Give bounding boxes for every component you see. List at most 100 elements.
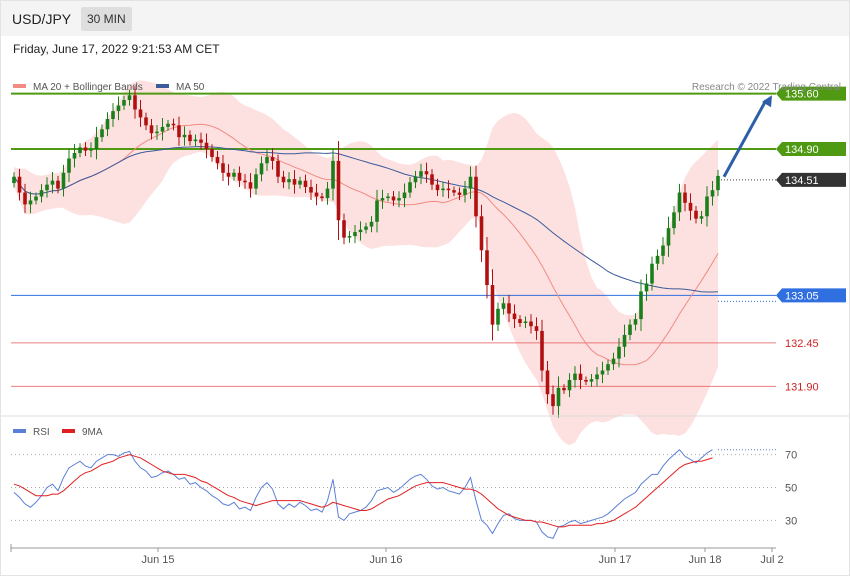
candle-body (358, 229, 363, 233)
candle-body (710, 190, 715, 197)
candle-body (507, 303, 511, 314)
candle-body (276, 160, 280, 177)
candle-body (424, 171, 429, 175)
candle-body (133, 95, 137, 110)
candle-body (78, 147, 82, 153)
legend-swatch (62, 429, 75, 433)
candle-body (397, 198, 401, 201)
candle-body (199, 139, 203, 143)
candle-body (386, 196, 390, 199)
symbol-title: USD/JPY (12, 11, 72, 27)
candle-body (551, 394, 555, 407)
bollinger-band (14, 80, 718, 446)
candle-body (485, 250, 489, 286)
candle-body (617, 346, 621, 359)
candle-body (446, 188, 451, 191)
candle-body (518, 319, 522, 324)
candle-body (600, 370, 605, 375)
candle-body (353, 232, 357, 237)
rsi-ma-line (13, 454, 713, 528)
level-tag (776, 172, 846, 187)
candle-body (380, 198, 385, 201)
candles (12, 86, 720, 418)
timeframe-badge[interactable]: 30 MIN (81, 7, 132, 31)
candle-body (166, 123, 170, 127)
rsi-tick-label: 30 (785, 515, 797, 527)
candle-body (545, 370, 550, 395)
candle-body (243, 180, 247, 183)
candle-body (441, 188, 445, 191)
candle-body (89, 149, 93, 151)
header-bar: USD/JPY 30 MIN (1, 1, 849, 36)
candle-body (287, 179, 291, 183)
candle-body (111, 111, 115, 119)
candle-body (226, 172, 231, 177)
candle-body (127, 95, 132, 101)
x-tick-label: Jul 2 (760, 554, 783, 566)
legend-label: RSI (33, 427, 50, 438)
candle-body (270, 156, 275, 161)
candle-body (100, 129, 104, 138)
candle-body (413, 176, 418, 183)
legend-label: MA 50 (176, 82, 205, 93)
candle-body (254, 174, 258, 189)
candle-body (298, 180, 302, 185)
candle-body (303, 180, 308, 188)
candle-body (61, 172, 66, 189)
ma50-line (13, 146, 719, 293)
candle-body (171, 123, 176, 126)
candle-body (23, 192, 27, 205)
candle-body (479, 216, 484, 251)
candle-body (419, 171, 423, 177)
candle-body (699, 216, 704, 219)
candle-body (540, 330, 544, 371)
x-tick-label: Jun 17 (598, 554, 631, 566)
candle-body (534, 326, 539, 331)
candle-body (210, 149, 214, 157)
candle-body (496, 308, 500, 325)
candle-body (573, 373, 577, 380)
rsi-tick-label: 50 (785, 483, 797, 495)
projection-arrow (722, 99, 768, 178)
candle-body (336, 160, 341, 221)
candle-body (221, 163, 225, 173)
candle-body (430, 174, 434, 185)
candle-body (155, 131, 159, 134)
candle-body (567, 379, 572, 391)
candle-body (694, 210, 698, 219)
candle-body (105, 118, 110, 130)
candle-body (716, 175, 720, 191)
candle-body (391, 196, 396, 201)
candle-body (677, 192, 682, 213)
copyright: Research © 2022 Trading Central (692, 82, 841, 93)
candle-body (94, 137, 99, 150)
candle-body (529, 321, 533, 327)
x-tick-label: Jun 16 (369, 554, 402, 566)
level-label: 135.60 (785, 89, 819, 101)
candle-body (501, 303, 506, 309)
candle-body (490, 285, 495, 325)
candle-body (457, 192, 462, 195)
candle-body (650, 263, 654, 284)
candle-body (347, 236, 352, 238)
candle-body (595, 374, 599, 380)
candle-body (193, 139, 198, 142)
candle-body (325, 188, 330, 199)
candle-body (45, 184, 49, 191)
candle-body (369, 221, 374, 227)
candle-body (666, 228, 671, 246)
candle-body (331, 160, 335, 189)
candle-body (72, 153, 77, 159)
candle-body (281, 176, 286, 183)
candle-body (17, 176, 22, 193)
candle-body (523, 321, 528, 324)
candle-body (188, 134, 192, 142)
candle-body (672, 212, 676, 229)
legend-swatch (13, 84, 26, 88)
candle-body (468, 176, 473, 189)
timestamp: Friday, June 17, 2022 9:21:53 AM CET (13, 42, 220, 56)
rsi-line (13, 448, 713, 539)
level-label: 134.90 (785, 144, 819, 156)
candle-body (633, 319, 638, 325)
level-label: 133.05 (785, 290, 819, 302)
